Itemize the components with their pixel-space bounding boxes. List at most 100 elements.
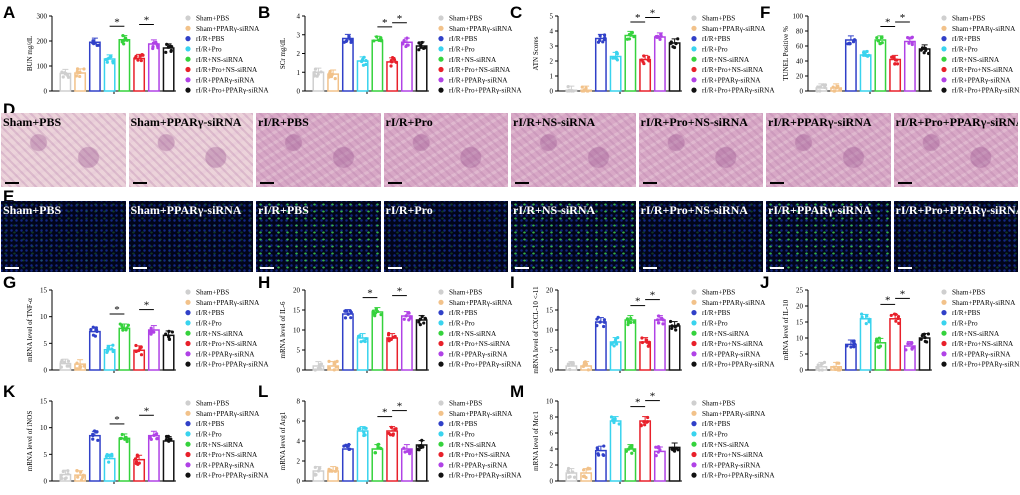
legend-swatch (438, 46, 444, 52)
legend-swatch (941, 36, 947, 42)
bar (859, 318, 872, 371)
legend-swatch (438, 361, 444, 367)
legend-swatch (941, 299, 947, 305)
data-point (602, 33, 607, 37)
legend-label: rI/R+NS-siRNA (702, 330, 750, 338)
data-point (348, 309, 352, 313)
data-point (373, 451, 378, 455)
data-point (926, 51, 931, 56)
data-point (313, 368, 317, 372)
data-point (880, 35, 884, 40)
legend-label: Sham+PBS (196, 400, 229, 408)
data-point (832, 365, 836, 369)
data-point (362, 339, 366, 343)
legend-swatch (941, 340, 947, 347)
data-point (134, 349, 138, 354)
y-tick-label: 0 (44, 88, 48, 96)
data-point (357, 427, 361, 431)
data-point (95, 329, 99, 334)
data-point (865, 314, 869, 318)
y-tick-label: 0 (800, 367, 804, 375)
data-point (816, 85, 820, 89)
data-point (890, 55, 894, 59)
data-point (125, 439, 129, 444)
bar (903, 40, 916, 92)
legend-label: rI/R+Pro+PPARγ-siRNA (196, 361, 269, 369)
data-point (889, 313, 893, 318)
data-point (61, 469, 65, 474)
legend-label: rI/R+Pro (952, 320, 978, 328)
micrograph-tile: rI/R+PBS (256, 201, 381, 272)
y-tick-label: 20 (796, 73, 804, 81)
legend-swatch (941, 56, 947, 62)
y-tick-label: 2 (550, 462, 554, 470)
data-point (924, 48, 928, 53)
bar (594, 321, 607, 371)
chart-a: BUN mg/dL 0 100 200 300 * * Sham+PBS Sham+PPARγ-… (26, 13, 269, 96)
legend-label: rI/R+Pro+NS-siRNA (449, 66, 511, 74)
bar (88, 434, 101, 482)
data-point (134, 343, 138, 348)
bar (844, 39, 857, 92)
legend: Sham+PBS Sham+PPARγ-siRNA rI/R+PBS rI/R+Pro… (438, 400, 522, 480)
legend-label: Sham+PPARγ-siRNA (449, 410, 513, 418)
significance-star: * (367, 288, 373, 300)
data-point (656, 321, 661, 325)
data-point (82, 67, 86, 71)
y-tick-label: 5 (550, 347, 554, 355)
data-point (422, 321, 426, 325)
data-point (408, 450, 412, 454)
data-point (627, 32, 632, 37)
data-point (79, 470, 83, 474)
data-point (676, 323, 680, 327)
data-point (335, 359, 339, 363)
y-tick-label: 5 (44, 340, 48, 348)
data-point (63, 71, 67, 75)
data-point (421, 445, 425, 449)
data-point (647, 59, 651, 63)
data-point (906, 342, 910, 346)
data-point (923, 339, 927, 344)
bar (341, 313, 354, 371)
micrograph-tile: rI/R+Pro+PPARγ-siRNA (893, 113, 1018, 187)
data-point (167, 334, 171, 338)
data-point (615, 342, 619, 346)
data-point (135, 453, 139, 457)
data-point (823, 85, 827, 89)
legend-swatch (691, 66, 697, 73)
panel-letter-c: C (510, 3, 523, 22)
data-point (167, 329, 171, 333)
data-point (420, 314, 424, 319)
bar (88, 41, 101, 92)
y-axis-label: mRNA level of Arg1 (279, 411, 287, 470)
data-point (613, 337, 618, 342)
legend-label: Sham+PPARγ-siRNA (952, 299, 1016, 307)
legend-label: rI/R+Pro (449, 46, 475, 54)
data-point (149, 326, 153, 330)
data-point (121, 34, 125, 38)
scale-bar (642, 267, 657, 269)
data-point (567, 89, 571, 93)
data-point (860, 315, 864, 319)
data-point (580, 85, 584, 89)
data-point (389, 64, 393, 68)
legend-label: rI/R+Pro+PPARγ-siRNA (449, 361, 522, 369)
legend-swatch (691, 320, 697, 326)
y-tick-label: 15 (40, 287, 48, 295)
data-point (66, 359, 71, 363)
data-point (626, 322, 630, 327)
data-point (96, 438, 100, 442)
y-tick-label: 15 (40, 398, 48, 406)
data-point (91, 333, 96, 337)
data-point (617, 422, 621, 426)
legend-label: Sham+PBS (196, 289, 229, 297)
y-tick-label: 80 (796, 28, 804, 36)
legend-label: rI/R+Pro+NS-siRNA (449, 340, 511, 348)
data-point (362, 426, 367, 430)
bar (386, 430, 399, 482)
legend: Sham+PBS Sham+PPARγ-siRNA rI/R+PBS rI/R+Pro… (438, 289, 522, 369)
legend-label: rI/R+PBS (449, 420, 477, 428)
micrograph-tile: Sham+PBS (1, 201, 126, 272)
legend-label: rI/R+PBS (196, 35, 224, 43)
data-point (139, 353, 144, 357)
